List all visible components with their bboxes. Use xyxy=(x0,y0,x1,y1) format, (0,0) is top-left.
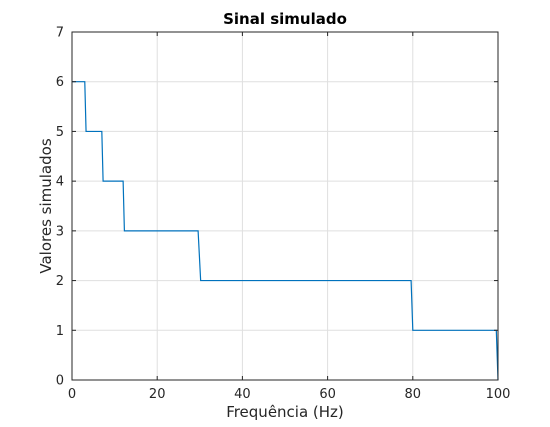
x-tick-label: 0 xyxy=(68,387,76,402)
plot-area xyxy=(72,32,498,380)
series-group xyxy=(72,81,499,381)
x-tick-label: 40 xyxy=(234,387,251,402)
y-tick-label: 6 xyxy=(56,75,64,90)
y-tick-label: 5 xyxy=(56,125,64,140)
ticks: 0 20 40 60 80 100 0 1 2 3 4 5 6 7 xyxy=(56,26,511,403)
y-tick-label: 4 xyxy=(56,175,64,190)
y-axis-label: Valores simulados xyxy=(37,138,55,273)
x-tick-label: 80 xyxy=(405,387,422,402)
y-tick-label: 3 xyxy=(56,224,64,239)
plot-frame xyxy=(71,31,499,381)
series-line-0 xyxy=(72,81,499,381)
x-tick-label: 100 xyxy=(486,387,511,402)
y-tick-label: 1 xyxy=(56,324,64,339)
x-tick-label: 20 xyxy=(149,387,166,402)
y-tick-label: 7 xyxy=(56,26,64,41)
x-tick-label: 60 xyxy=(319,387,336,402)
y-tick-label: 0 xyxy=(56,374,64,389)
chart-title: Sinal simulado xyxy=(223,10,347,28)
x-axis-label: Frequência (Hz) xyxy=(226,403,344,421)
y-tick-label: 2 xyxy=(56,274,64,289)
